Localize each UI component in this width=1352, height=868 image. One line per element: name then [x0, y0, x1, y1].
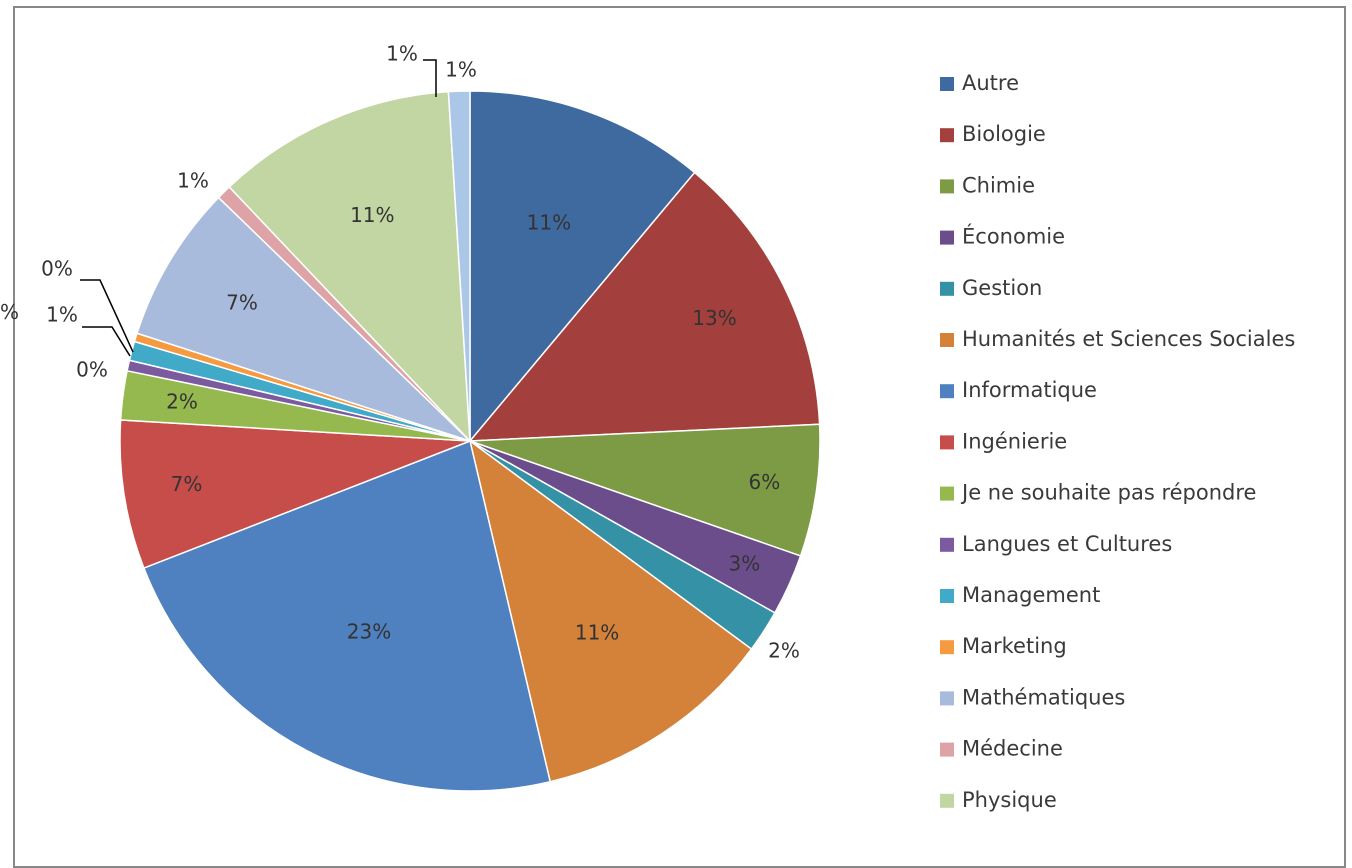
legend-swatch-chimie: [940, 179, 954, 194]
legend-label-gestion: Gestion: [962, 276, 1042, 300]
data-label-chimie: 6%: [749, 470, 781, 494]
data-label-autre: 11%: [527, 210, 571, 234]
legend-swatch-informatique: [940, 384, 954, 399]
data-label-mathematiques: 7%: [226, 291, 258, 315]
legend-swatch-humanites-et-sciences-sociales: [940, 333, 954, 347]
legend-swatch-management: [940, 589, 954, 603]
data-label-management: 1%: [46, 303, 78, 327]
pie-slice-biologie: [468, 171, 821, 442]
legend-swatch-biologie: [940, 128, 954, 143]
legend-swatch-economie: [940, 230, 954, 245]
legend-label-informatique: Informatique: [962, 378, 1097, 402]
data-label-je-ne-souhaite-pas-repondre: 2%: [166, 390, 198, 414]
data-label-humanites-et-sciences-sociales: 11%: [575, 620, 619, 644]
data-label-physique: 11%: [350, 203, 394, 227]
legend-label-economie: Économie: [962, 224, 1065, 249]
legend-label-medecine: Médecine: [962, 737, 1063, 761]
pie-slice-humanites-et-sciences-sociales: [468, 439, 753, 783]
data-label-langues-et-cultures: 0%: [76, 358, 108, 382]
pie-slice-mathematiques: [136, 196, 471, 442]
data-label-non-identifiee: 1%: [445, 58, 477, 82]
legend-label-autre: Autre: [962, 71, 1019, 95]
data-label-biologie: 13%: [692, 306, 736, 330]
data-label-ingenierie: 7%: [171, 472, 203, 496]
pie-slice-chimie: [469, 423, 821, 557]
data-label-gestion: 2%: [768, 639, 800, 663]
leader-line-management: [82, 326, 131, 357]
leader-line-top-small: [423, 59, 437, 97]
data-label-informatique: 23%: [347, 620, 391, 644]
legend-label-chimie: Chimie: [962, 173, 1035, 197]
legend-label-langues-et-cultures: Langues et Cultures: [962, 532, 1172, 556]
pie-slice-non-identifiee: [447, 90, 471, 442]
legend-label-biologie: Biologie: [962, 122, 1046, 146]
legend-label-mathematiques: Mathématiques: [962, 685, 1125, 709]
pie-slice-autre: [469, 90, 696, 444]
data-label-marketing: 0%: [41, 257, 73, 281]
data-label-top-small: 1%: [386, 42, 418, 66]
pie-slice-physique: [228, 90, 471, 444]
legend-swatch-mathematiques: [940, 691, 954, 706]
legend-swatch-medecine: [940, 742, 954, 757]
legend-swatch-marketing: [940, 640, 954, 655]
legend-label-marketing: Marketing: [962, 634, 1067, 658]
leader-line-marketing: [80, 279, 134, 353]
legend-swatch-autre: [940, 77, 954, 91]
legend-swatch-langues-et-cultures: [940, 537, 954, 552]
legend-swatch-je-ne-souhaite-pas-repondre: [940, 486, 954, 501]
legend-swatch-gestion: [940, 281, 954, 296]
legend-label-physique: Physique: [962, 788, 1057, 812]
legend-label-management: Management: [962, 583, 1100, 607]
pie-slice-ingenierie: [119, 419, 471, 570]
legend-label-humanites-et-sciences-sociales: Humanités et Sciences Sociales: [962, 327, 1295, 351]
legend-swatch-physique: [940, 793, 954, 808]
legend-label-ingenierie: Ingénierie: [962, 429, 1067, 453]
data-label-medecine: 1%: [177, 169, 209, 193]
legend-label-je-ne-souhaite-pas-repondre: Je ne souhaite pas répondre: [960, 481, 1256, 505]
legend-swatch-ingenierie: [940, 435, 954, 450]
data-label-economie: 3%: [729, 551, 761, 575]
clipped-percent-label: %: [0, 300, 20, 324]
